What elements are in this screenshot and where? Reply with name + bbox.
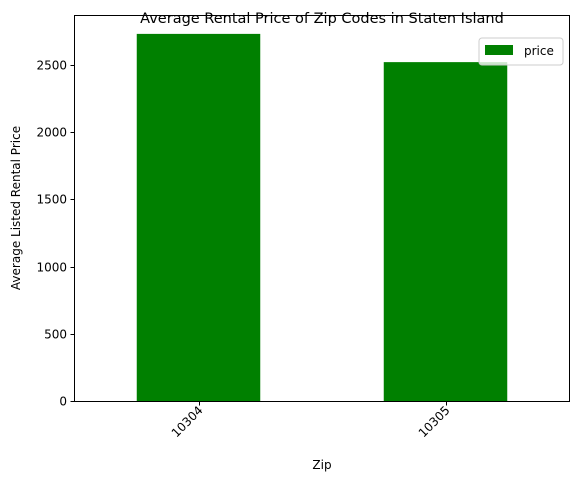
y-tick-label: 0 (59, 395, 67, 409)
axes-frame (74, 15, 570, 402)
y-tick-label: 1500 (36, 193, 67, 207)
legend-swatch (485, 45, 513, 55)
legend-box (478, 37, 564, 66)
y-tick-label: 2000 (36, 126, 67, 140)
legend: price (478, 37, 564, 66)
y-tick-label: 2500 (36, 59, 67, 73)
bars (136, 33, 508, 402)
x-axis-label: Zip (312, 458, 331, 472)
y-tick-label: 1000 (36, 261, 67, 275)
y-tick-label: 500 (44, 328, 67, 342)
bar-10305 (383, 62, 508, 401)
bar-10304 (136, 33, 261, 402)
y-axis-label: Average Listed Rental Price (9, 126, 23, 290)
legend-label: price (524, 44, 554, 58)
chart-title: Average Rental Price of Zip Codes in Sta… (140, 11, 504, 27)
y-axis-ticks: 0 500 1000 1500 2000 2500 (36, 59, 75, 409)
